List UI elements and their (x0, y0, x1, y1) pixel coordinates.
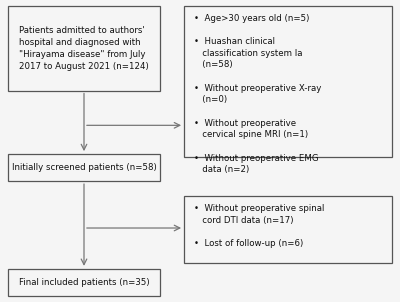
FancyBboxPatch shape (184, 196, 392, 263)
Text: •  Age>30 years old (n=5)

•  Huashan clinical
   classification system Ia
   (n: • Age>30 years old (n=5) • Huashan clini… (194, 14, 321, 174)
FancyBboxPatch shape (8, 154, 160, 181)
FancyBboxPatch shape (8, 269, 160, 296)
FancyBboxPatch shape (8, 6, 160, 91)
Text: Patients admitted to authors'
hospital and diagnosed with
"Hirayama disease" fro: Patients admitted to authors' hospital a… (19, 26, 149, 71)
Text: Final included patients (n=35): Final included patients (n=35) (19, 278, 149, 287)
Text: •  Without preoperative spinal
   cord DTI data (n=17)

•  Lost of follow-up (n=: • Without preoperative spinal cord DTI d… (194, 204, 324, 248)
Text: Initially screened patients (n=58): Initially screened patients (n=58) (12, 163, 156, 172)
FancyBboxPatch shape (184, 6, 392, 157)
